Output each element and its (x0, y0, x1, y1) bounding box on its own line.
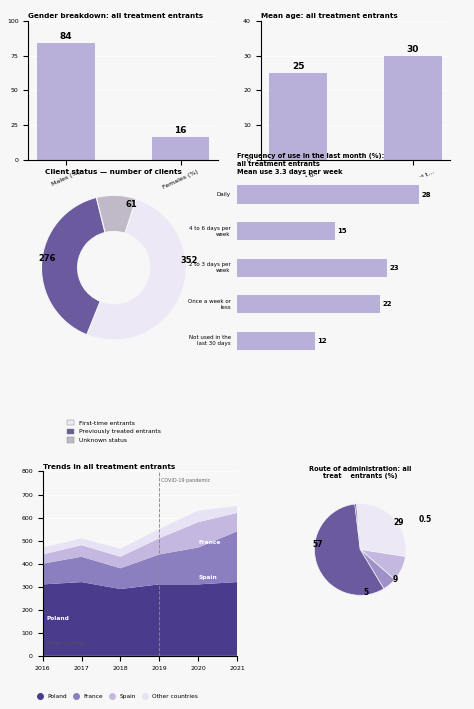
Bar (237, 259, 386, 277)
Text: 84: 84 (59, 33, 72, 41)
Bar (37, 43, 94, 160)
Bar (384, 56, 442, 160)
Text: 29: 29 (394, 518, 404, 527)
Bar (269, 73, 327, 160)
Bar (237, 332, 315, 350)
Text: 0.5: 0.5 (418, 515, 431, 525)
Wedge shape (87, 199, 186, 340)
Text: 16: 16 (174, 126, 187, 135)
Text: 12: 12 (318, 337, 327, 344)
Text: 30: 30 (407, 45, 419, 54)
Wedge shape (356, 503, 406, 557)
Text: 23: 23 (389, 264, 399, 271)
Text: 57: 57 (313, 540, 323, 549)
Text: Spain: Spain (198, 575, 217, 580)
Text: Poland: Poland (46, 616, 69, 622)
Wedge shape (96, 196, 136, 233)
Text: 15: 15 (337, 228, 347, 234)
Wedge shape (41, 197, 105, 335)
Bar (237, 295, 380, 313)
Wedge shape (314, 504, 384, 596)
Text: Other countries: Other countries (46, 641, 85, 646)
Text: 22: 22 (383, 301, 392, 307)
Text: Gender breakdown: all treatment entrants: Gender breakdown: all treatment entrants (28, 13, 203, 19)
Wedge shape (360, 549, 395, 588)
Bar (237, 222, 335, 240)
Wedge shape (355, 504, 360, 549)
Text: 28: 28 (421, 191, 431, 198)
Text: 352: 352 (181, 256, 199, 265)
Text: COVID-19 pandemic: COVID-19 pandemic (161, 478, 210, 483)
Bar (152, 138, 210, 160)
Text: France: France (198, 540, 220, 545)
Text: 5: 5 (363, 588, 368, 597)
Text: Frequency of use in the last month (%):
all treatment entrants
Mean use 3.3 days: Frequency of use in the last month (%): … (237, 153, 384, 175)
Wedge shape (360, 549, 405, 579)
Bar (237, 186, 419, 203)
Text: 61: 61 (126, 199, 138, 208)
Title: Client status — number of clients: Client status — number of clients (46, 169, 182, 175)
Title: Route of administration: all
treat    entrants (%): Route of administration: all treat entra… (309, 466, 411, 479)
Text: 9: 9 (392, 574, 398, 584)
Text: Trends in all treatment entrants: Trends in all treatment entrants (43, 464, 175, 469)
Text: Mean age: all treatment entrants: Mean age: all treatment entrants (261, 13, 398, 19)
Text: 276: 276 (38, 255, 56, 264)
Text: 25: 25 (292, 62, 304, 72)
Legend: Poland, France, Spain, Other countries: Poland, France, Spain, Other countries (32, 692, 201, 702)
Y-axis label: Percent: Percent (0, 79, 1, 102)
Legend: First-time entrants, Previously treated entrants, Unknown status: First-time entrants, Previously treated … (64, 418, 163, 445)
